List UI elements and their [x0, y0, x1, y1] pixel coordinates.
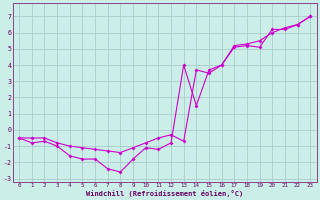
X-axis label: Windchill (Refroidissement éolien,°C): Windchill (Refroidissement éolien,°C) [86, 190, 243, 197]
